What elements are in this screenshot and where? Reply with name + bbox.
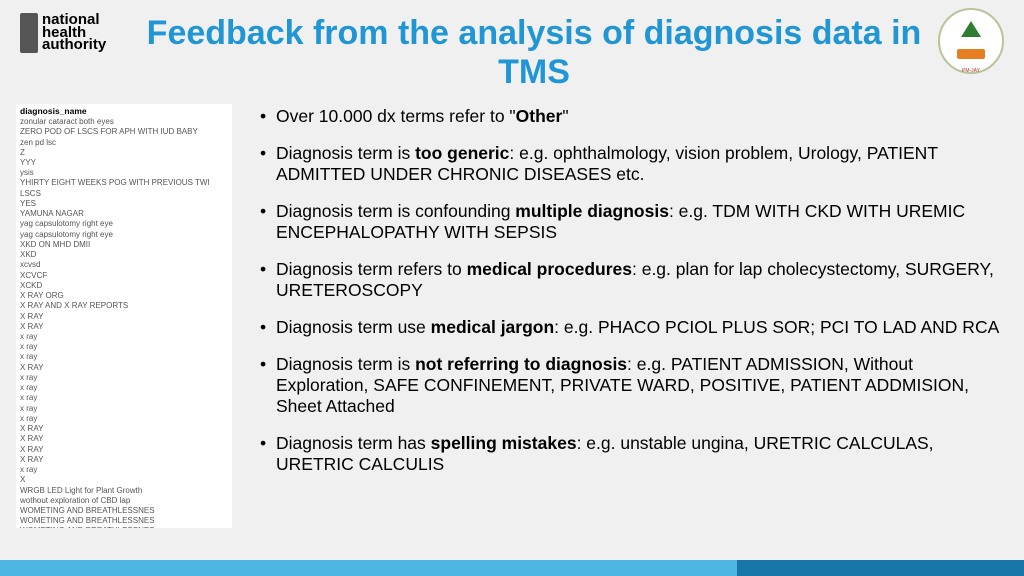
page-title: Feedback from the analysis of diagnosis … [130,8,938,98]
diagnosis-item: wothout exploration of CBD lap [20,496,228,506]
diagnosis-item: zonular cataract both eyes [20,117,228,127]
bullet-bold: multiple diagnosis [515,201,669,221]
diagnosis-list: diagnosis_name zonular cataract both eye… [16,104,232,528]
bullet-bold: medical jargon [431,317,555,337]
bullet-bold: Other [516,106,563,126]
header: national health authority Feedback from … [0,0,1024,98]
diagnosis-item: XCVCF [20,271,228,281]
bullet-pre: Over 10.000 dx terms refer to " [276,106,516,126]
bullet-pre: Diagnosis term has [276,433,431,453]
diagnosis-item: YAMUNA NAGAR [20,209,228,219]
diagnosis-item: WOMETING AND BREATHLESSNES [20,526,228,528]
diagnosis-item: WOMETING AND BREATHLESSNES [20,516,228,526]
content: diagnosis_name zonular cataract both eye… [0,98,1024,528]
bullet-pre: Diagnosis term is [276,354,415,374]
diagnosis-item: x ray [20,393,228,403]
diagnosis-item: yag capsulotomy right eye [20,219,228,229]
diagnosis-item: x ray [20,332,228,342]
diagnosis-item: x ray [20,414,228,424]
diagnosis-item: WOMETING AND BREATHLESSNES [20,506,228,516]
diagnosis-item: XCKD [20,281,228,291]
tree-icon [961,21,981,37]
diagnosis-item: X [20,475,228,485]
diagnosis-item: ZERO POD OF LSCS FOR APH WITH IUD BABY [20,127,228,137]
bullet-bold: medical procedures [467,259,632,279]
bullet-item: Diagnosis term refers to medical procedu… [256,259,1004,301]
emblem-icon [20,13,38,53]
bullet-bold: spelling mistakes [431,433,577,453]
diagnosis-item: ysis [20,168,228,178]
diagnosis-item: X RAY ORG [20,291,228,301]
diagnosis-item: xcvsd [20,260,228,270]
diagnosis-item: WRGB LED Light for Plant Growth [20,486,228,496]
bullet-item: Diagnosis term is confounding multiple d… [256,201,1004,243]
diagnosis-item: yag capsulotomy right eye [20,230,228,240]
diagnosis-item: X RAY [20,322,228,332]
footer-light-segment [0,560,737,576]
diagnosis-item: X RAY [20,445,228,455]
logo-pmjay-label: PM-JAY [962,68,980,74]
diagnosis-item: X RAY AND X RAY REPORTS [20,301,228,311]
diagnosis-item: X RAY [20,312,228,322]
bullet-post: " [562,106,568,126]
logo-line3: authority [42,39,106,52]
diagnosis-item: YYY [20,158,228,168]
diagnosis-item: x ray [20,465,228,475]
logo-pmjay: PM-JAY [938,8,1004,74]
diagnosis-item: X RAY [20,434,228,444]
bullet-item: Diagnosis term is not referring to diagn… [256,354,1004,417]
logo-nha: national health authority [20,8,130,58]
diagnosis-item: x ray [20,383,228,393]
diagnosis-item: X RAY [20,363,228,373]
diagnosis-list-header: diagnosis_name [20,106,228,117]
logo-nha-text: national health authority [42,14,106,52]
bullet-pre: Diagnosis term refers to [276,259,467,279]
bullet-item: Diagnosis term use medical jargon: e.g. … [256,317,1004,338]
footer-bar [0,560,1024,576]
diagnosis-item: x ray [20,342,228,352]
bullet-list: Over 10.000 dx terms refer to "Other" Dia… [256,104,1004,528]
diagnosis-item: x ray [20,404,228,414]
diagnosis-item: YES [20,199,228,209]
bullet-bold: too generic [415,143,509,163]
diagnosis-item: x ray [20,373,228,383]
bullet-pre: Diagnosis term is confounding [276,201,515,221]
bullet-item: Diagnosis term has spelling mistakes: e.… [256,433,1004,475]
diagnosis-item: zen pd lsc [20,138,228,148]
diagnosis-item: x ray [20,352,228,362]
bullet-item: Over 10.000 dx terms refer to "Other" [256,106,1004,127]
diagnosis-item: Z [20,148,228,158]
bullet-pre: Diagnosis term is [276,143,415,163]
diagnosis-item: XKD [20,250,228,260]
bullet-pre: Diagnosis term use [276,317,431,337]
diagnosis-item: YHIRTY EIGHT WEEKS POG WITH PREVIOUS TWI… [20,178,228,198]
diagnosis-item: X RAY [20,424,228,434]
diagnosis-item: XKD ON MHD DMII [20,240,228,250]
footer-dark-segment [737,560,1024,576]
bullet-item: Diagnosis term is too generic: e.g. opht… [256,143,1004,185]
bullet-bold: not referring to diagnosis [415,354,627,374]
diagnosis-list-items: zonular cataract both eyesZERO POD OF LS… [20,117,228,528]
logo-base-icon [957,49,985,59]
diagnosis-item: X RAY [20,455,228,465]
bullet-post: : e.g. PHACO PCIOL PLUS SOR; PCI TO LAD … [554,317,999,337]
